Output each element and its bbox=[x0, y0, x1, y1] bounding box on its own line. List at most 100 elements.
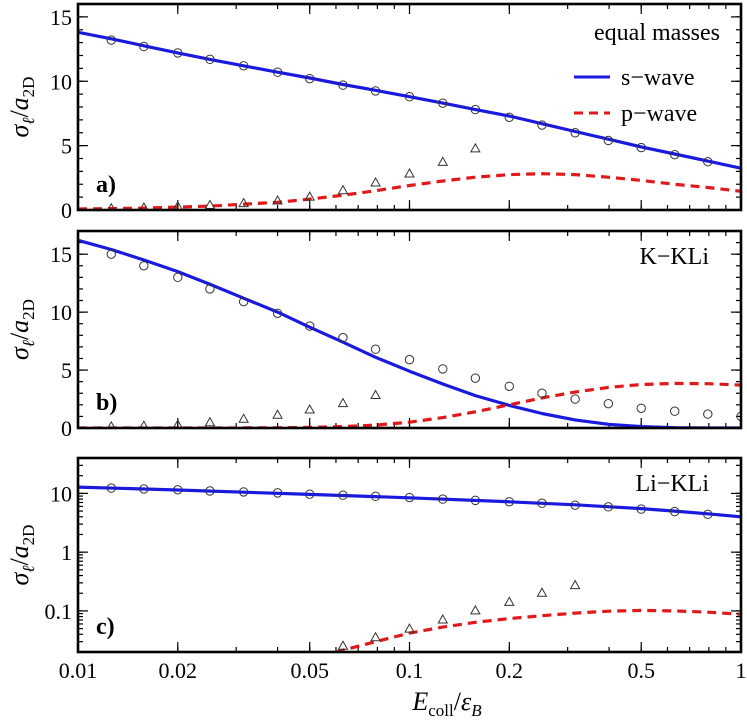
y-tick-label: 10 bbox=[50, 69, 72, 94]
p-wave-point bbox=[469, 142, 481, 153]
s-wave-point bbox=[670, 506, 680, 517]
p-wave-point bbox=[370, 389, 381, 400]
p-wave-point bbox=[238, 197, 250, 208]
legend-label-s-wave: s−wave bbox=[621, 65, 695, 91]
s-wave-point bbox=[570, 394, 580, 404]
y-tick-label: 0 bbox=[61, 198, 72, 223]
panel-2: 0 5 10 15 σℓ/a2D b) K−KLi bbox=[5, 229, 743, 441]
s-wave-point bbox=[272, 488, 283, 498]
x-tick-label: 0.02 bbox=[159, 658, 198, 683]
y-tick-label: 1 bbox=[61, 540, 72, 565]
s-wave-point bbox=[106, 35, 116, 45]
p-wave-point bbox=[204, 199, 216, 209]
s-wave-point bbox=[504, 381, 514, 391]
s-wave-point bbox=[703, 509, 713, 520]
s-wave-point bbox=[670, 149, 680, 160]
panel-letter: b) bbox=[96, 390, 117, 416]
s-wave-point bbox=[272, 67, 283, 77]
panel-title: K−KLi bbox=[639, 244, 709, 270]
panel-letter: c) bbox=[96, 614, 115, 640]
s-wave-point bbox=[338, 490, 348, 500]
s-wave-curve bbox=[78, 238, 741, 428]
s-wave-point bbox=[670, 406, 680, 416]
p-wave-point bbox=[337, 640, 349, 650]
s-wave-point bbox=[404, 92, 415, 102]
s-wave-point bbox=[470, 373, 481, 383]
panel-frame bbox=[76, 229, 743, 430]
x-tick-label: 0.2 bbox=[496, 658, 524, 683]
x-tick-label: 0.5 bbox=[627, 658, 655, 683]
p-wave-point bbox=[272, 194, 283, 205]
y-tick-label: 15 bbox=[50, 242, 72, 267]
p-wave-point bbox=[469, 604, 481, 615]
p-wave-point bbox=[503, 596, 515, 606]
s-wave-point bbox=[537, 498, 547, 508]
series-group bbox=[78, 30, 741, 210]
s-wave-point bbox=[173, 48, 183, 58]
p-wave-point bbox=[139, 202, 149, 210]
p-wave-point bbox=[536, 587, 548, 597]
y-axis-label: σℓ/a2D bbox=[5, 299, 38, 360]
panel-frame bbox=[76, 2, 743, 212]
s-wave-point bbox=[173, 272, 183, 283]
p-wave-point bbox=[139, 420, 149, 428]
s-wave-point bbox=[338, 332, 348, 343]
series-group bbox=[78, 238, 741, 428]
p-wave-point bbox=[304, 191, 316, 201]
s-wave-point bbox=[238, 487, 249, 497]
panel-letter: a) bbox=[96, 172, 116, 198]
y-axis-label: σℓ/a2D bbox=[5, 77, 38, 138]
p-wave-curve bbox=[78, 172, 741, 210]
s-wave-point bbox=[438, 494, 448, 504]
s-wave-point bbox=[305, 73, 315, 84]
x-axis-label: Ecoll/εB bbox=[411, 687, 482, 720]
p-wave-point bbox=[437, 614, 449, 624]
s-wave-point bbox=[603, 398, 614, 409]
p-wave-curve bbox=[78, 381, 741, 428]
s-wave-point bbox=[305, 321, 315, 331]
s-wave-point bbox=[570, 500, 580, 510]
panel-1: 0 5 10 15 σℓ/a2D a) bbox=[5, 2, 743, 223]
p-wave-point bbox=[172, 419, 183, 428]
p-wave-point bbox=[204, 416, 216, 427]
s-wave-point bbox=[106, 483, 116, 493]
p-wave-point bbox=[569, 579, 581, 590]
s-wave-point bbox=[703, 157, 713, 167]
s-wave-point bbox=[438, 98, 448, 108]
series-group bbox=[78, 483, 741, 652]
y-tick-label: 5 bbox=[61, 358, 72, 383]
y-tick-label: 10 bbox=[50, 300, 72, 325]
panel-3: 0.01 0.02 0.05 0.1 0.2 0.5 1 0.1 1 10 σℓ/a2D c) Li−K… bbox=[5, 456, 747, 683]
s-wave-point bbox=[504, 497, 514, 507]
y-tick-label: 0.1 bbox=[45, 599, 73, 624]
p-wave-point bbox=[370, 176, 381, 187]
y-tick-label: 10 bbox=[50, 481, 72, 506]
s-wave-point bbox=[537, 388, 547, 398]
s-wave-point bbox=[504, 112, 514, 123]
s-wave-point bbox=[603, 135, 614, 146]
p-wave-curve bbox=[335, 608, 741, 652]
s-wave-point bbox=[305, 489, 315, 499]
p-wave-point bbox=[107, 202, 116, 210]
s-wave-point bbox=[205, 486, 215, 496]
s-wave-point bbox=[272, 308, 283, 318]
y-axis-label: σℓ/a2D bbox=[5, 525, 38, 586]
s-wave-point bbox=[470, 104, 481, 115]
s-wave-point bbox=[106, 249, 116, 259]
s-wave-point bbox=[636, 504, 646, 514]
x-tick-label: 0.01 bbox=[59, 658, 98, 683]
s-wave-point bbox=[570, 128, 580, 138]
s-wave-point bbox=[438, 364, 448, 374]
y-tick-label: 0 bbox=[61, 416, 72, 441]
p-wave-point bbox=[337, 397, 349, 408]
s-wave-curve bbox=[78, 30, 741, 170]
s-wave-point bbox=[603, 502, 614, 512]
panel-title: Li−KLi bbox=[635, 471, 709, 497]
s-wave-point bbox=[636, 142, 646, 153]
s-wave-point bbox=[703, 409, 713, 419]
p-wave-point bbox=[337, 184, 349, 195]
p-wave-point bbox=[107, 420, 116, 428]
s-wave-point bbox=[404, 354, 415, 365]
